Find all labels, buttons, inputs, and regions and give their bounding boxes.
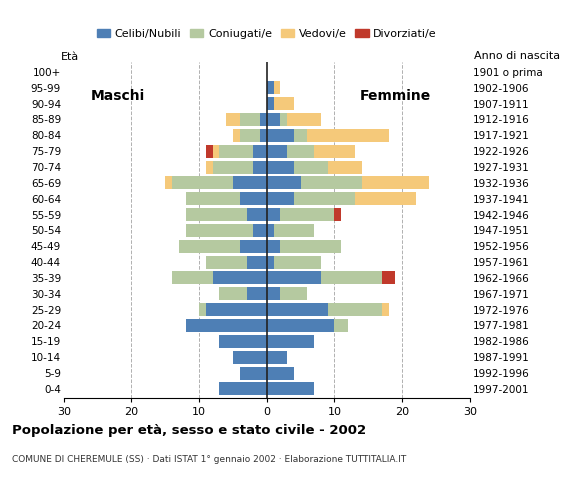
- Bar: [165, 176, 172, 189]
- Bar: [267, 97, 274, 110]
- Bar: [186, 208, 246, 221]
- Bar: [335, 208, 341, 221]
- Bar: [321, 272, 382, 285]
- Bar: [172, 272, 213, 285]
- Bar: [213, 160, 253, 173]
- Bar: [240, 240, 267, 253]
- Legend: Celibi/Nubili, Coniugati/e, Vedovi/e, Divorziati/e: Celibi/Nubili, Coniugati/e, Vedovi/e, Di…: [92, 24, 441, 43]
- Bar: [267, 113, 280, 126]
- Bar: [267, 129, 294, 142]
- Bar: [253, 160, 267, 173]
- Bar: [328, 160, 361, 173]
- Bar: [267, 303, 328, 316]
- Bar: [267, 160, 294, 173]
- Bar: [246, 208, 267, 221]
- Bar: [267, 224, 274, 237]
- Bar: [280, 113, 287, 126]
- Bar: [213, 272, 267, 285]
- Bar: [307, 129, 389, 142]
- Bar: [267, 367, 294, 380]
- Bar: [172, 176, 233, 189]
- Bar: [280, 288, 307, 300]
- Bar: [280, 208, 335, 221]
- Bar: [267, 255, 274, 269]
- Bar: [267, 81, 274, 94]
- Bar: [267, 383, 314, 396]
- Bar: [267, 351, 287, 364]
- Bar: [206, 144, 213, 157]
- Bar: [267, 144, 287, 157]
- Text: COMUNE DI CHEREMULE (SS) · Dati ISTAT 1° gennaio 2002 · Elaborazione TUTTITALIA.: COMUNE DI CHEREMULE (SS) · Dati ISTAT 1°…: [12, 455, 406, 464]
- Bar: [287, 113, 321, 126]
- Bar: [186, 192, 240, 205]
- Bar: [233, 351, 267, 364]
- Bar: [267, 319, 335, 332]
- Bar: [233, 176, 267, 189]
- Bar: [199, 303, 206, 316]
- Text: Età: Età: [60, 52, 79, 62]
- Bar: [206, 160, 213, 173]
- Bar: [314, 144, 355, 157]
- Bar: [253, 224, 267, 237]
- Bar: [274, 224, 314, 237]
- Bar: [287, 144, 314, 157]
- Bar: [267, 208, 280, 221]
- Bar: [226, 113, 240, 126]
- Bar: [267, 288, 280, 300]
- Bar: [246, 255, 267, 269]
- Bar: [219, 144, 253, 157]
- Text: Popolazione per età, sesso e stato civile - 2002: Popolazione per età, sesso e stato civil…: [12, 424, 366, 437]
- Bar: [382, 272, 396, 285]
- Bar: [186, 224, 253, 237]
- Bar: [260, 113, 267, 126]
- Bar: [294, 160, 328, 173]
- Bar: [328, 303, 382, 316]
- Bar: [240, 113, 260, 126]
- Bar: [274, 81, 280, 94]
- Bar: [335, 319, 348, 332]
- Text: Femmine: Femmine: [360, 89, 431, 103]
- Bar: [300, 176, 361, 189]
- Bar: [274, 255, 321, 269]
- Bar: [213, 144, 219, 157]
- Bar: [382, 303, 389, 316]
- Bar: [260, 129, 267, 142]
- Bar: [361, 176, 429, 189]
- Bar: [267, 176, 300, 189]
- Bar: [179, 240, 240, 253]
- Bar: [240, 367, 267, 380]
- Bar: [233, 129, 240, 142]
- Bar: [219, 335, 267, 348]
- Bar: [206, 303, 267, 316]
- Bar: [267, 240, 280, 253]
- Bar: [267, 192, 294, 205]
- Bar: [219, 288, 246, 300]
- Bar: [294, 129, 307, 142]
- Bar: [355, 192, 416, 205]
- Bar: [240, 129, 260, 142]
- Bar: [219, 383, 267, 396]
- Bar: [253, 144, 267, 157]
- Bar: [294, 192, 355, 205]
- Bar: [186, 319, 267, 332]
- Bar: [274, 97, 294, 110]
- Bar: [280, 240, 341, 253]
- Bar: [267, 335, 314, 348]
- Text: Maschi: Maschi: [91, 89, 145, 103]
- Text: Anno di nascita: Anno di nascita: [474, 51, 560, 61]
- Bar: [267, 272, 321, 285]
- Bar: [246, 288, 267, 300]
- Bar: [206, 255, 246, 269]
- Bar: [240, 192, 267, 205]
